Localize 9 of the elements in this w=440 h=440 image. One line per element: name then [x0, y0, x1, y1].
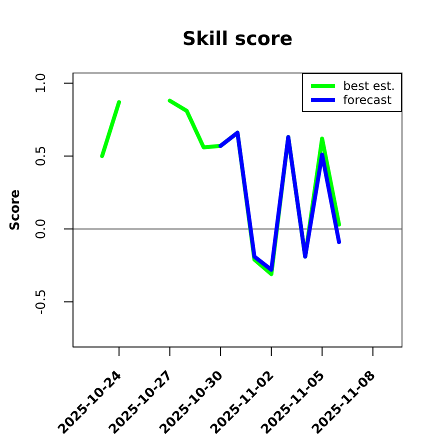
- y-tick-label: 1.0: [34, 72, 49, 94]
- y-tick-label: 0.0: [34, 218, 49, 240]
- legend-label: forecast: [343, 93, 392, 107]
- legend-label: best est.: [343, 79, 395, 93]
- line-series: [218, 130, 342, 272]
- y-axis-title: Score: [8, 189, 23, 231]
- y-tick-label: -0.5: [34, 289, 49, 315]
- chart-title: Skill score: [182, 28, 293, 50]
- y-tick-label: 0.5: [34, 146, 49, 166]
